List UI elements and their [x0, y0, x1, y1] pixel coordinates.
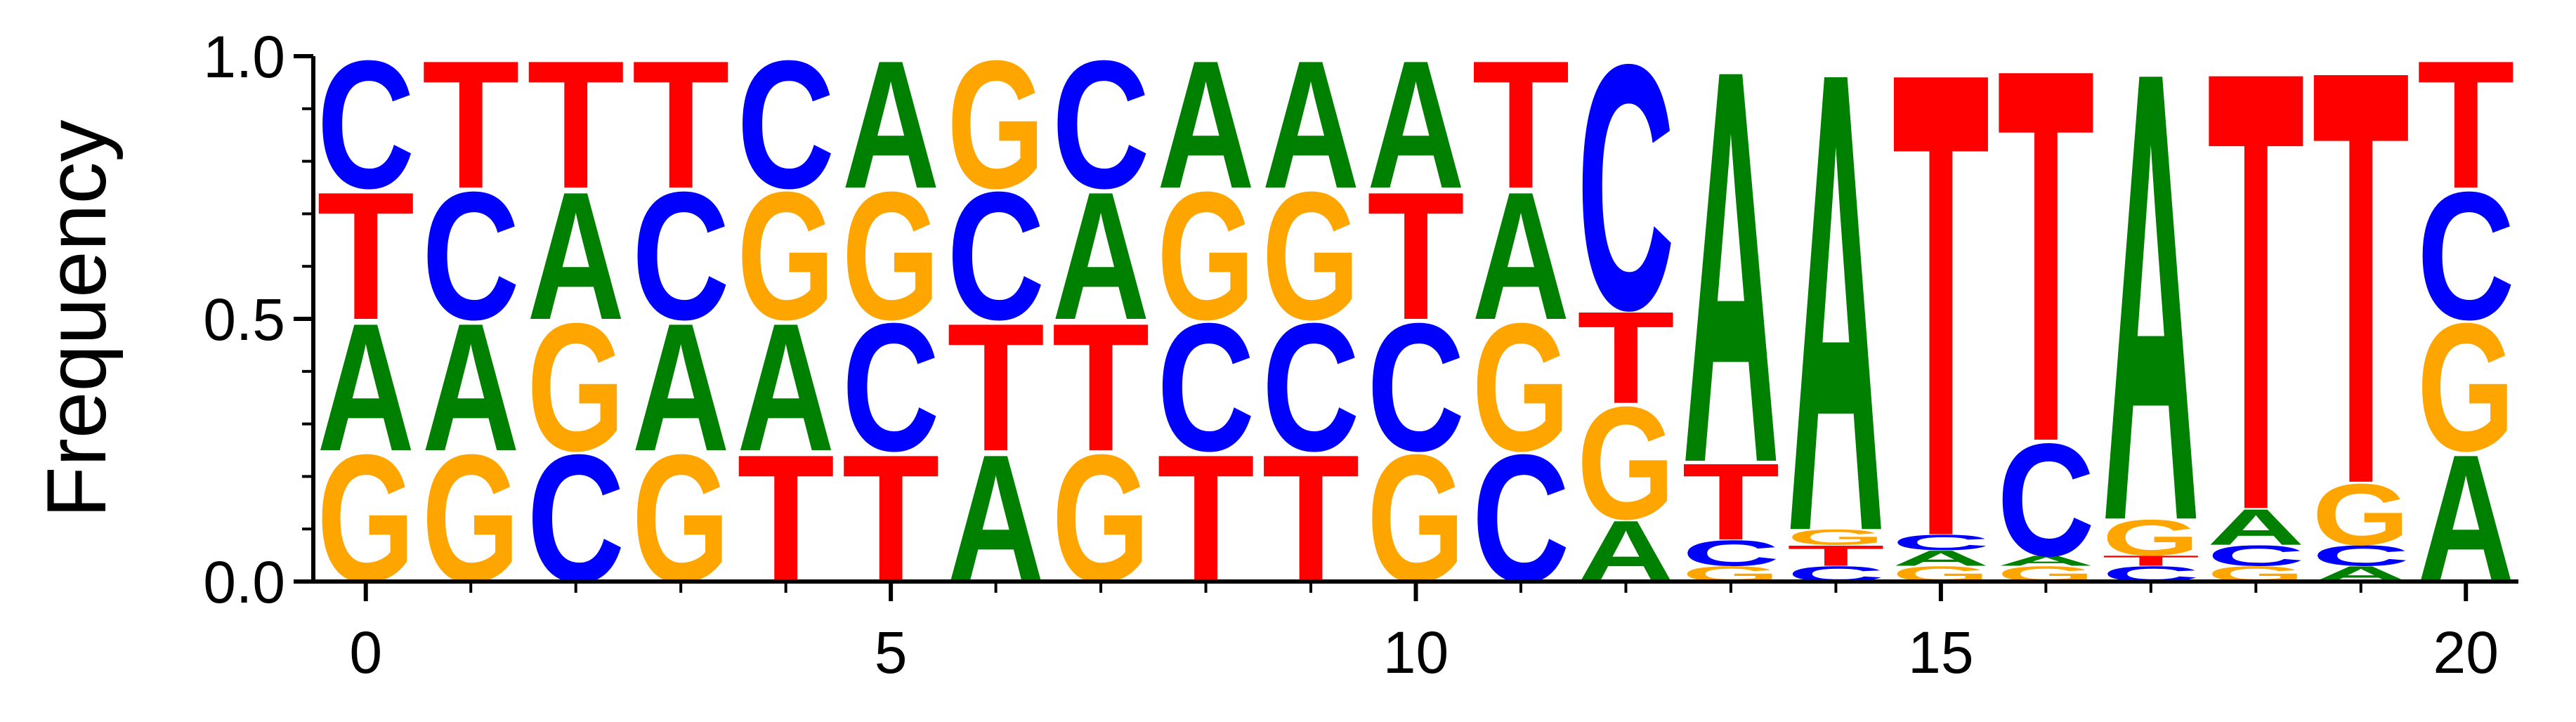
logo-letter-g: G	[842, 155, 940, 358]
logo-letter-g: G	[1262, 155, 1360, 358]
logo-letter-c: C	[2207, 539, 2305, 572]
y-tick-label: 1.0	[203, 24, 285, 90]
logo-letter-t: T	[1472, 22, 1569, 226]
logo-letter-c: C	[1157, 286, 1255, 490]
logo-letter-c: C	[842, 286, 940, 490]
logo-letter-c: C	[1892, 530, 1989, 555]
logo-letter-a: A	[1367, 23, 1465, 227]
logo-letter-t: T	[1997, 0, 2095, 553]
logo-letter-t: T	[1892, 0, 1989, 675]
axes: 0.0 0.5 1.0 0 5 10 15 20	[203, 24, 2518, 685]
x-tick-label: 15	[1908, 619, 1973, 685]
logo-letter-a: A	[317, 286, 414, 490]
logo-letter-g: G	[1472, 286, 1569, 490]
logo-letter-c: C	[1997, 410, 2095, 589]
logo-letter-t: T	[2312, 0, 2410, 608]
logo-letter-t: T	[1682, 441, 1779, 563]
logo-letter-t: T	[1367, 154, 1465, 357]
logo-letter-t: T	[947, 285, 1045, 489]
x-tick-label: 5	[875, 619, 908, 685]
logo-letter-a: A	[1682, 0, 1779, 580]
logo-letter-t: T	[317, 154, 414, 357]
logo-letter-a: A	[1157, 23, 1255, 227]
logo-letter-c: C	[947, 155, 1045, 358]
logo-letter-a: A	[1997, 553, 2095, 569]
logo-letter-c: C	[632, 155, 730, 358]
logo-letter-g: G	[1157, 155, 1255, 358]
logo-letter-t: T	[632, 22, 730, 226]
logo-letter-g: G	[527, 286, 625, 490]
y-axis-ticks: 0.0 0.5 1.0	[203, 24, 313, 615]
logo-letter-t: T	[2207, 0, 2305, 642]
logo-letter-t: T	[2102, 553, 2199, 569]
logo-letter-a: A	[842, 23, 940, 227]
logo-letter-c: C	[2312, 539, 2410, 572]
x-tick-label: 20	[2433, 619, 2499, 685]
logo-letter-c: C	[1262, 286, 1360, 490]
logo-letter-g: G	[2312, 466, 2410, 563]
logo-letter-a: A	[1052, 155, 1150, 358]
logo-letter-g: G	[947, 23, 1045, 227]
logo-letter-c: C	[1367, 286, 1465, 490]
logo-letter-a: A	[1472, 155, 1569, 358]
logo-letter-a: A	[737, 286, 835, 490]
x-tick-label: 10	[1383, 619, 1449, 685]
logo-letter-a: A	[2102, 0, 2199, 655]
logo-letter-a: A	[632, 286, 730, 490]
logo-letter-c: C	[422, 155, 520, 358]
logo-letter-t: T	[1052, 285, 1150, 489]
logo-letter-a: A	[422, 286, 520, 490]
logo-letter-c: C	[1052, 23, 1150, 227]
x-axis-ticks: 0 5 10 15 20	[349, 582, 2499, 685]
logo-letter-t: T	[527, 22, 625, 226]
logo-letter-a: A	[527, 155, 625, 358]
logo-letter-a: A	[1892, 546, 1989, 571]
logo-letter-g: G	[2417, 286, 2515, 490]
y-tick-label: 0.5	[203, 287, 285, 353]
logo-letter-t: T	[2417, 22, 2515, 226]
y-axis-title: Frequency	[30, 120, 124, 518]
logo-letter-a: A	[1262, 23, 1360, 227]
logo-letter-g: G	[737, 155, 835, 358]
logo-letter-t: T	[1577, 284, 1675, 431]
logo-letter-g: G	[2102, 509, 2199, 566]
logo-letter-g: G	[1787, 525, 1885, 550]
x-tick-label: 0	[349, 619, 382, 685]
logo-letter-c: C	[2417, 155, 2515, 358]
letter-stacks: GATCGACTCGATGACTTAGCTCGAATCGGTACTCGATCGA…	[317, 0, 2515, 675]
logo-letter-c: C	[1682, 532, 1779, 573]
logo-letter-c: C	[1577, 0, 1675, 383]
logo-letter-a: A	[2207, 499, 2305, 556]
logo-letter-t: T	[1787, 539, 1885, 572]
y-tick-label: 0.0	[203, 549, 285, 615]
logo-letter-t: T	[422, 22, 520, 226]
logo-letter-a: A	[1787, 0, 1885, 669]
logo-letter-g: G	[1577, 374, 1675, 553]
logo-letter-c: C	[737, 23, 835, 227]
logo-letter-c: C	[317, 23, 414, 227]
